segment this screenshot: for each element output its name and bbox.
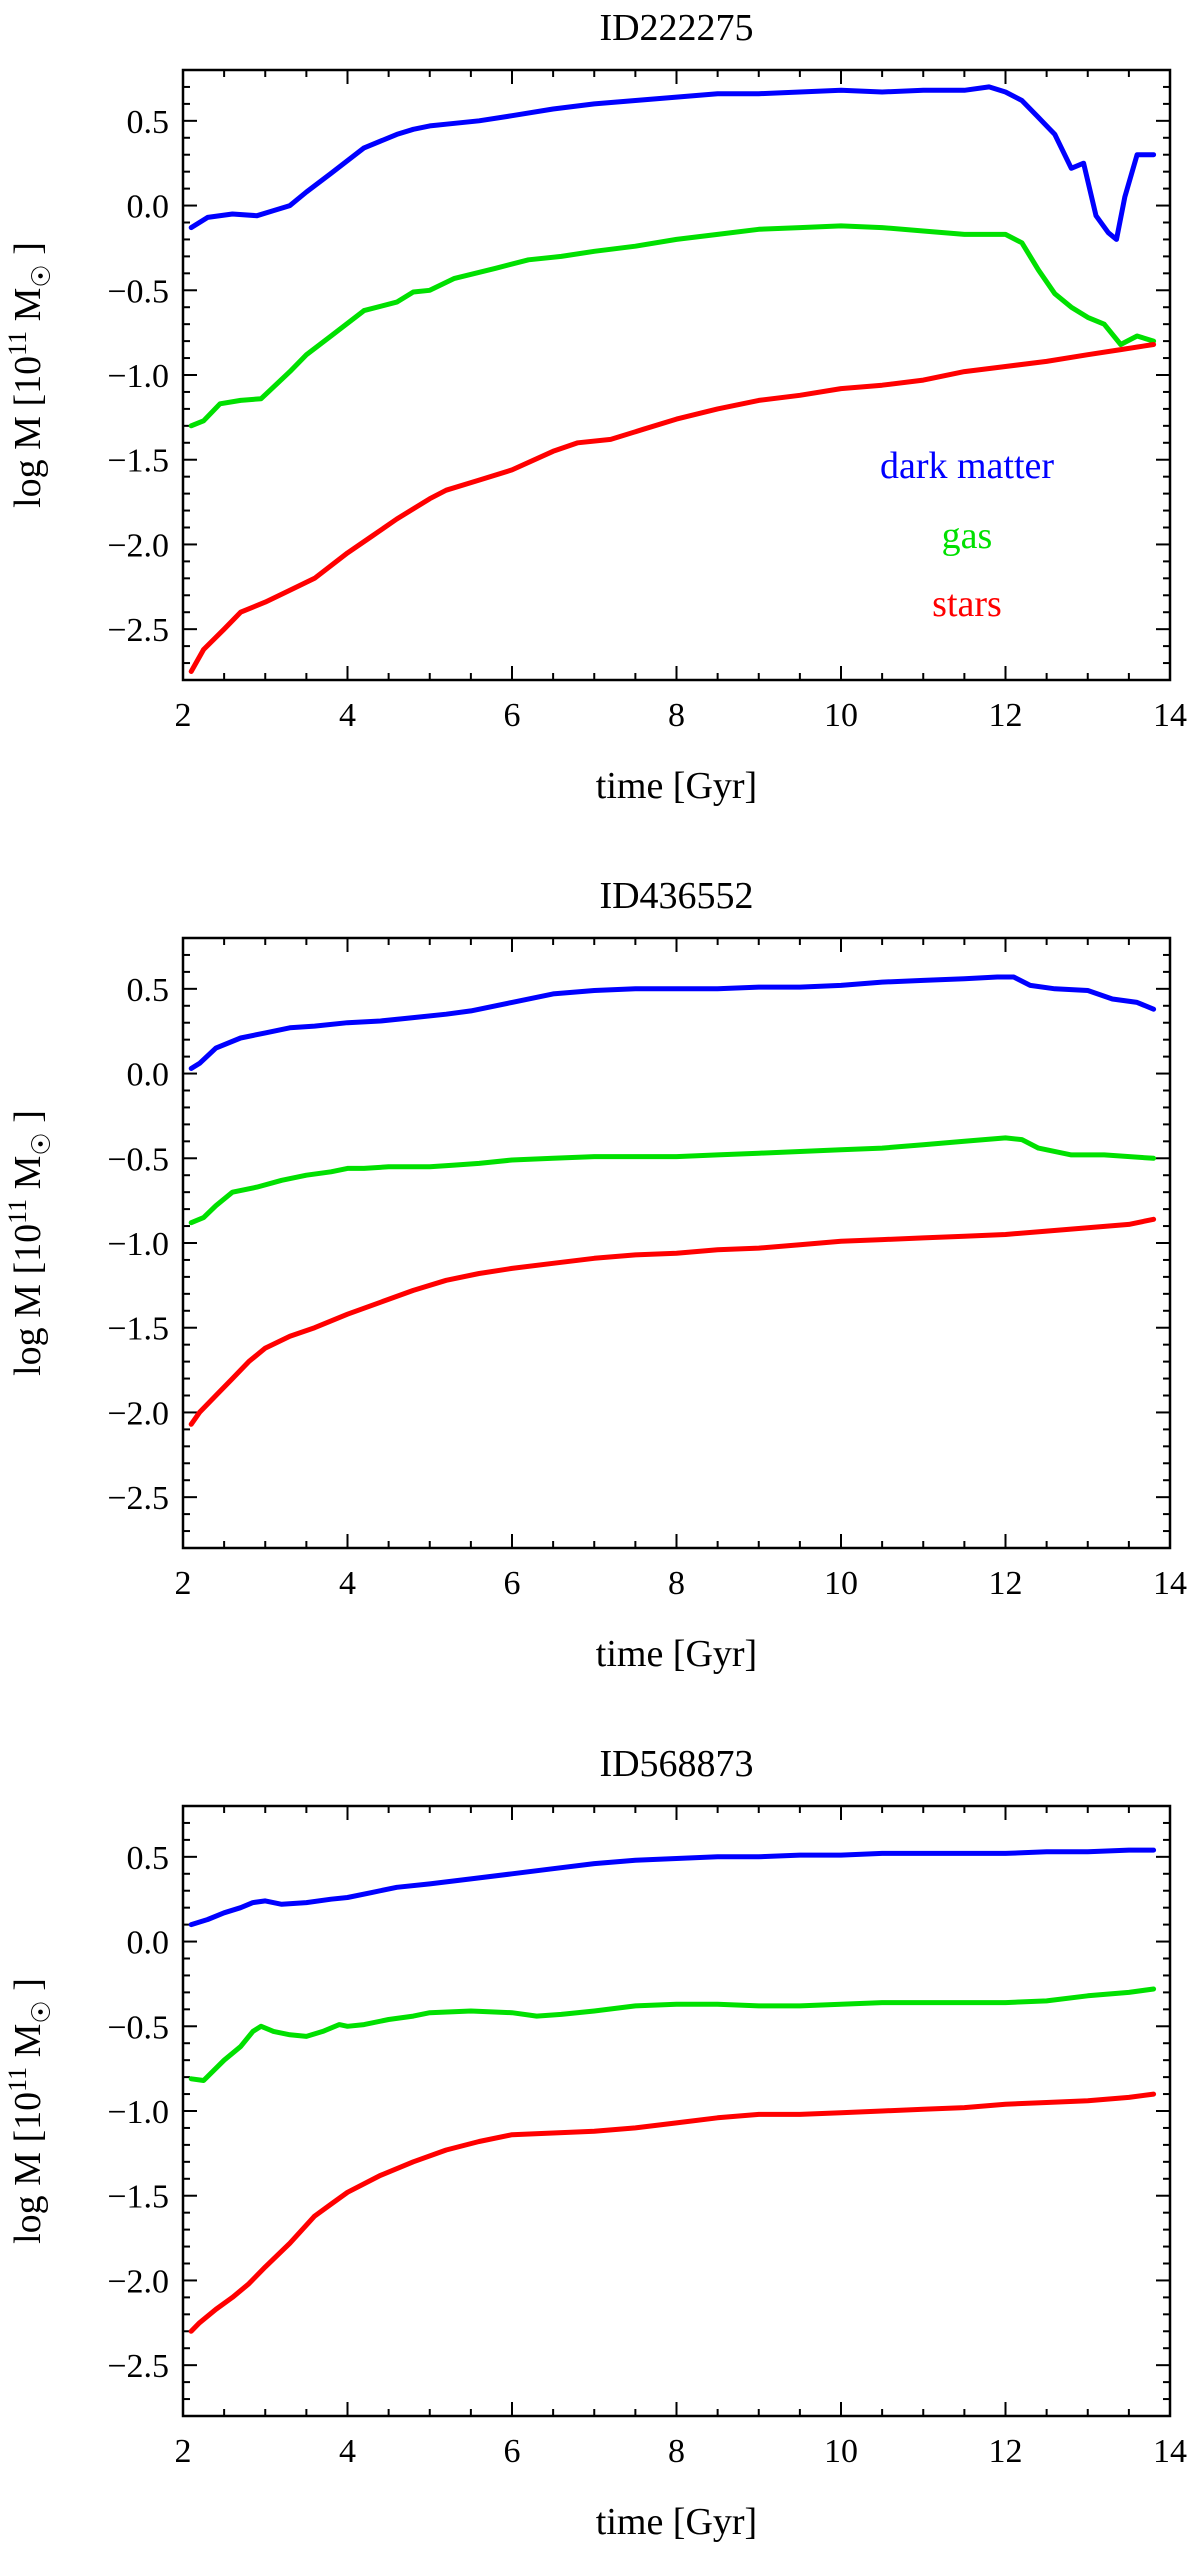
y-tick-label: −2.5 bbox=[107, 1480, 169, 1517]
plot-frame bbox=[181, 68, 1172, 682]
y-tick-label: 0.0 bbox=[127, 1925, 170, 1962]
x-tick-label: 4 bbox=[339, 2433, 356, 2470]
y-tick-label: 0.5 bbox=[127, 1840, 170, 1877]
series-line-gas bbox=[188, 1986, 1157, 2083]
x-tick-label: 12 bbox=[989, 2433, 1023, 2470]
y-tick-label: −2.0 bbox=[107, 527, 169, 564]
x-tick-label: 8 bbox=[668, 1565, 685, 1602]
y-label-exponent: 11 bbox=[3, 331, 32, 356]
y-label-text: log M [10 bbox=[7, 2092, 49, 2244]
x-tick-label: 8 bbox=[668, 2433, 685, 2470]
x-tick-label: 10 bbox=[824, 1565, 858, 1602]
y-label-sun-symbol: ☉ bbox=[27, 264, 56, 287]
x-tick-label: 6 bbox=[504, 697, 521, 734]
y-label-bracket: ] bbox=[7, 1978, 49, 2000]
y-label-unit: M bbox=[7, 2024, 49, 2067]
y-tick-label: 0.0 bbox=[127, 189, 170, 226]
chart-title: ID568873 bbox=[599, 1743, 753, 1785]
x-tick-label: 2 bbox=[175, 1565, 192, 1602]
chart-title: ID222275 bbox=[599, 7, 753, 49]
y-tick-label: −2.0 bbox=[107, 2263, 169, 2300]
y-tick-label: −0.5 bbox=[107, 273, 169, 310]
series-line-stars bbox=[188, 2091, 1157, 2334]
y-label-exponent: 11 bbox=[3, 1199, 32, 1224]
chart-panel-1: ID222275 2 4 6 8 10 12 14 0.5 0.0 −0.5 −1.0 −1.5 −2.0… bbox=[3, 7, 1187, 807]
series-line-stars bbox=[188, 342, 1157, 674]
x-tick-label: 6 bbox=[504, 1565, 521, 1602]
x-axis-label: time [Gyr] bbox=[596, 765, 757, 807]
y-label-bracket: ] bbox=[7, 242, 49, 264]
x-axis-label: time [Gyr] bbox=[596, 1633, 757, 1675]
x-tick-label: 12 bbox=[989, 697, 1023, 734]
series-line-gas bbox=[188, 1135, 1157, 1226]
series-line-gas bbox=[188, 223, 1157, 429]
y-tick-label: 0.0 bbox=[127, 1057, 170, 1094]
y-tick-label: −2.5 bbox=[107, 612, 169, 649]
y-label-bracket: ] bbox=[7, 1110, 49, 1132]
y-axis-label: log M [1011 M☉ ] bbox=[3, 1978, 56, 2244]
y-tick-label: 0.5 bbox=[127, 972, 170, 1009]
legend-entry-stars: stars bbox=[932, 583, 1002, 625]
y-tick-label: −1.0 bbox=[107, 1226, 169, 1263]
y-tick-label: −0.5 bbox=[107, 1141, 169, 1178]
y-tick-label: −1.5 bbox=[107, 2179, 169, 2216]
x-tick-label: 10 bbox=[824, 697, 858, 734]
y-label-unit: M bbox=[7, 288, 49, 331]
y-axis-label: log M [1011 M☉ ] bbox=[3, 242, 56, 508]
y-label-sun-symbol: ☉ bbox=[27, 1132, 56, 1155]
y-tick-label: −2.0 bbox=[107, 1395, 169, 1432]
x-tick-label: 14 bbox=[1153, 697, 1187, 734]
legend-entry-gas: gas bbox=[942, 515, 993, 557]
x-tick-label: 2 bbox=[175, 697, 192, 734]
chart-panel-2: ID436552 2 4 6 8 10 12 14 0.5 0.0 −0.5 −1.0 −1.5 −2.0… bbox=[3, 875, 1187, 1675]
x-tick-label: 14 bbox=[1153, 1565, 1187, 1602]
series-line-dark-matter bbox=[188, 974, 1157, 1071]
y-label-sun-symbol: ☉ bbox=[27, 2000, 56, 2023]
x-tick-label: 12 bbox=[989, 1565, 1023, 1602]
y-tick-label: −1.0 bbox=[107, 358, 169, 395]
x-tick-label: 2 bbox=[175, 2433, 192, 2470]
chart-title: ID436552 bbox=[599, 875, 753, 917]
x-tick-label: 8 bbox=[668, 697, 685, 734]
y-label-text: log M [10 bbox=[7, 1224, 49, 1376]
y-axis-label: log M [1011 M☉ ] bbox=[3, 1110, 56, 1376]
x-tick-label: 4 bbox=[339, 1565, 356, 1602]
y-label-exponent: 11 bbox=[3, 2067, 32, 2092]
chart-panel-3: ID568873 2 4 6 8 10 12 14 0.5 0.0 −0.5 −1.0 −1.5 −2.0… bbox=[3, 1743, 1187, 2543]
y-tick-label: −1.5 bbox=[107, 1311, 169, 1348]
plot-frame bbox=[181, 936, 1172, 1550]
x-tick-label: 14 bbox=[1153, 2433, 1187, 2470]
series-line-dark-matter bbox=[188, 1847, 1157, 1928]
y-label-unit: M bbox=[7, 1156, 49, 1199]
series-line-dark-matter bbox=[188, 84, 1157, 242]
series-line-stars bbox=[188, 1216, 1157, 1427]
x-axis-label: time [Gyr] bbox=[596, 2501, 757, 2543]
y-tick-label: −2.5 bbox=[107, 2348, 169, 2385]
y-tick-label: 0.5 bbox=[127, 104, 170, 141]
y-tick-label: −1.5 bbox=[107, 443, 169, 480]
y-tick-label: −1.0 bbox=[107, 2094, 169, 2131]
y-tick-label: −0.5 bbox=[107, 2009, 169, 2046]
x-tick-label: 4 bbox=[339, 697, 356, 734]
x-tick-label: 10 bbox=[824, 2433, 858, 2470]
x-tick-label: 6 bbox=[504, 2433, 521, 2470]
y-label-text: log M [10 bbox=[7, 356, 49, 508]
legend-entry-dark-matter: dark matter bbox=[880, 445, 1054, 487]
